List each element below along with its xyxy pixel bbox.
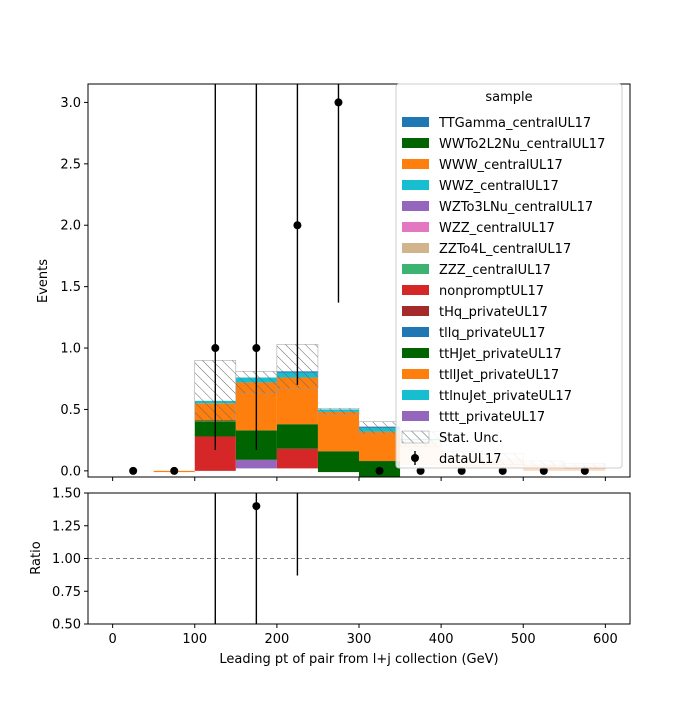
legend-entry-label: WWZ_centralUL17 <box>439 179 559 194</box>
data-point <box>334 98 343 107</box>
ratio-y-tick-label: 1.25 <box>52 519 81 534</box>
legend-swatch <box>402 180 429 190</box>
x-tick-label: 100 <box>182 632 207 647</box>
ratio-y-tick-label: 1.00 <box>52 552 81 567</box>
stack-bar-ttllJet <box>359 431 401 462</box>
legend-entry-label: ttllJet_privateUL17 <box>439 368 559 383</box>
ratio-point <box>252 502 261 511</box>
ratio-y-tick-label: 0.50 <box>52 618 81 633</box>
legend-entry-label: dataUL17 <box>439 452 502 467</box>
legend-entry-label: WWTo2L2Nu_centralUL17 <box>439 137 605 152</box>
data-point <box>252 344 261 353</box>
legend-swatch <box>402 327 429 337</box>
data-point <box>539 466 548 475</box>
x-tick-label: 0 <box>108 632 116 647</box>
data-point <box>375 466 384 475</box>
legend: sample TTGamma_centralUL17 WWTo2L2Nu_centr… <box>395 83 623 469</box>
y-tick-label: 0.0 <box>60 464 81 479</box>
x-axis-label: Leading pt of pair from l+j collection (… <box>219 652 498 667</box>
data-point <box>211 344 220 353</box>
legend-swatch-hatch <box>401 430 430 444</box>
legend-swatch <box>402 369 429 379</box>
legend-frame <box>395 83 623 469</box>
ratio-y-tick-label: 1.50 <box>52 487 81 502</box>
legend-swatch <box>402 285 429 295</box>
data-point <box>293 221 302 230</box>
legend-entry-label: tttt_privateUL17 <box>439 410 545 425</box>
legend-entry-label: tHq_privateUL17 <box>439 305 548 320</box>
stack-bar-ttHJet <box>317 451 359 473</box>
ratio-y-tick-label: 0.75 <box>52 585 81 600</box>
legend-entry-label: ttHJet_privateUL17 <box>439 347 562 362</box>
legend-swatch <box>402 117 429 127</box>
legend-entry-label: WZTo3LNu_centralUL17 <box>439 200 593 215</box>
y-tick-label: 3.0 <box>60 96 81 111</box>
data-point <box>170 466 179 475</box>
legend-swatch <box>402 243 429 253</box>
legend-entry-label: TTGamma_centralUL17 <box>438 116 591 131</box>
y-tick-label: 0.5 <box>60 403 81 418</box>
legend-entry-label: WZZ_centralUL17 <box>439 221 555 236</box>
ratio-plot-frame <box>87 492 631 625</box>
x-tick-label: 500 <box>511 632 536 647</box>
legend-entry-label: Stat. Unc. <box>439 431 503 446</box>
legend-entry-label: tllq_privateUL17 <box>439 326 545 341</box>
ratio-y-axis-label: Ratio <box>29 541 44 574</box>
stack-bar-nonprompt <box>276 448 318 469</box>
stack-bar-ttllJet <box>317 411 359 452</box>
legend-swatch <box>402 159 429 169</box>
legend-entry-label: ZZZ_centralUL17 <box>439 263 551 278</box>
legend-swatch <box>402 264 429 274</box>
y-tick-label: 2.0 <box>60 219 81 234</box>
y-tick-label: 2.5 <box>60 157 81 172</box>
legend-entry-label: nonpromptUL17 <box>439 284 544 299</box>
main-y-axis-label: Events <box>36 259 51 303</box>
data-point <box>416 466 425 475</box>
legend-swatch <box>402 306 429 316</box>
data-point <box>580 466 589 475</box>
data-point <box>457 466 466 475</box>
ratio-plot-area: 0.50 0.75 1.00 1.25 1.50 0 100 200 300 400 500 600… <box>29 487 631 667</box>
legend-swatch <box>402 222 429 232</box>
legend-title: sample <box>485 90 532 105</box>
legend-entry-label: WWW_centralUL17 <box>439 158 563 173</box>
stat-unc-band <box>358 421 401 435</box>
legend-swatch <box>402 348 429 358</box>
stack-bar-ttHJet <box>276 424 318 449</box>
stat-unc-band <box>317 407 360 415</box>
x-tick-label: 600 <box>593 632 618 647</box>
legend-marker-point <box>411 454 419 462</box>
y-tick-label: 1.5 <box>60 280 81 295</box>
data-point <box>498 466 507 475</box>
data-point <box>129 466 138 475</box>
y-tick-label: 1.0 <box>60 342 81 357</box>
legend-swatch <box>402 390 429 400</box>
legend-swatch <box>402 201 429 211</box>
legend-swatch <box>402 138 429 148</box>
legend-entry-label: ZZTo4L_centralUL17 <box>439 242 571 257</box>
legend-entry-label: ttlnuJet_privateUL17 <box>439 389 572 404</box>
x-tick-label: 200 <box>264 632 289 647</box>
x-tick-label: 300 <box>347 632 372 647</box>
x-tick-label: 400 <box>429 632 454 647</box>
stack-bar-WZTo3LNu <box>235 459 277 469</box>
legend-swatch <box>402 411 429 421</box>
